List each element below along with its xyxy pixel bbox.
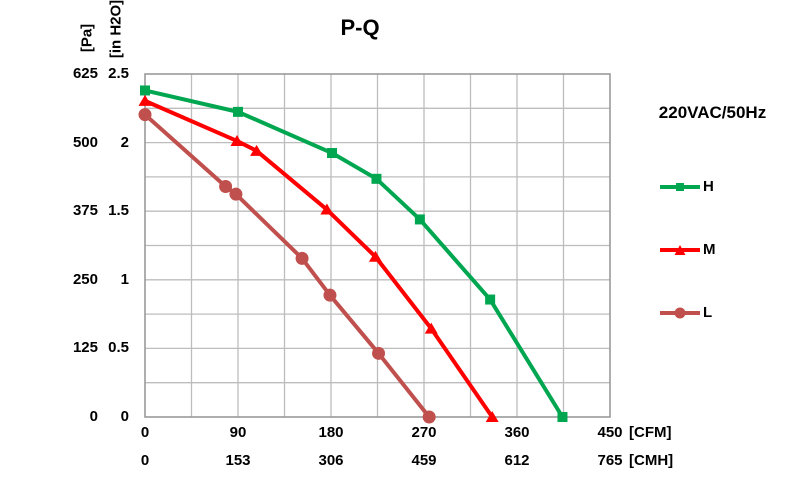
- x-tick-label-cfm: 180: [318, 424, 344, 441]
- y-tick-label-inh2o: 1.5: [108, 202, 129, 220]
- legend-marker-M: [660, 245, 700, 255]
- series-marker-M: [250, 144, 264, 156]
- x-tick-label-cfm: 450: [597, 424, 623, 441]
- series-marker-L: [219, 180, 233, 194]
- series-marker-L: [422, 410, 436, 424]
- series-marker-L: [138, 108, 152, 122]
- y-tick-label-inh2o: 0.5: [108, 339, 129, 357]
- x-tick-label-cmh: 153: [225, 452, 251, 469]
- series-marker-L: [229, 187, 243, 201]
- x-tick-label-cmh: 459: [411, 452, 437, 469]
- series-marker-M: [320, 203, 334, 215]
- series-marker-H: [485, 294, 496, 305]
- series-marker-L: [323, 288, 337, 302]
- series-line-L: [143, 112, 432, 419]
- series-marker-H: [557, 412, 568, 422]
- series-marker-L: [295, 251, 309, 265]
- x-tick-label-cmh: 0: [140, 452, 150, 469]
- y-tick-label-inh2o: 1: [120, 270, 129, 288]
- legend-label-L: L: [703, 304, 713, 321]
- legend-square-icon: [676, 183, 684, 191]
- series-marker-H: [327, 148, 338, 159]
- y-tick-label-pa: 0: [89, 408, 98, 425]
- series-marker-M: [230, 134, 244, 146]
- series-line-H: [143, 88, 565, 419]
- series-marker-H: [371, 173, 382, 184]
- x-tick-label-cfm: 360: [504, 424, 530, 441]
- y-tick-label-inh2o: 2.5: [108, 65, 129, 82]
- x-tick-label-cmh: 306: [318, 452, 344, 469]
- legend-item-L: L: [659, 305, 712, 321]
- series-marker-H: [233, 106, 243, 117]
- y-tick-label-pa: 500: [72, 133, 98, 151]
- series-marker-M: [138, 94, 152, 106]
- legend-triangle-icon: [674, 245, 686, 255]
- plot-border: [144, 73, 611, 418]
- series-marker-H: [140, 85, 150, 96]
- series-marker-M: [368, 250, 382, 262]
- y-tick-label-pa: 125: [72, 339, 98, 357]
- x-tick-label-cfm: 0: [140, 424, 150, 441]
- legend-label-M: M: [703, 241, 716, 258]
- series-marker-M: [485, 411, 499, 422]
- series-marker-L: [372, 346, 386, 360]
- legend-marker-H: [660, 183, 700, 191]
- x-axis-secondary-unit-label: [CMH]: [629, 452, 674, 469]
- x-axis-primary-unit-label: [CFM]: [629, 424, 672, 441]
- legend-circle-icon: [674, 307, 686, 319]
- y-tick-label-pa: 625: [72, 65, 98, 82]
- legend-item-H: H: [659, 179, 714, 195]
- x-tick-label-cmh: 612: [504, 452, 530, 469]
- chart-title: P-Q: [340, 15, 380, 40]
- legend-label-H: H: [703, 178, 714, 195]
- y-tick-label-pa: 375: [72, 202, 98, 220]
- y-tick-label-inh2o: 0: [120, 408, 129, 425]
- series-marker-H: [414, 214, 425, 225]
- y-tick-label-pa: 250: [72, 270, 98, 288]
- legend-title: 220VAC/50Hz: [658, 103, 767, 122]
- legend-marker-L: [660, 307, 700, 319]
- y-tick-label-inh2o: 2: [120, 133, 129, 151]
- x-tick-label-cfm: 270: [411, 424, 437, 441]
- x-tick-label-cfm: 90: [229, 424, 247, 441]
- x-tick-label-cmh: 765: [597, 452, 623, 469]
- legend-item-M: M: [659, 242, 716, 258]
- series-marker-M: [424, 322, 438, 334]
